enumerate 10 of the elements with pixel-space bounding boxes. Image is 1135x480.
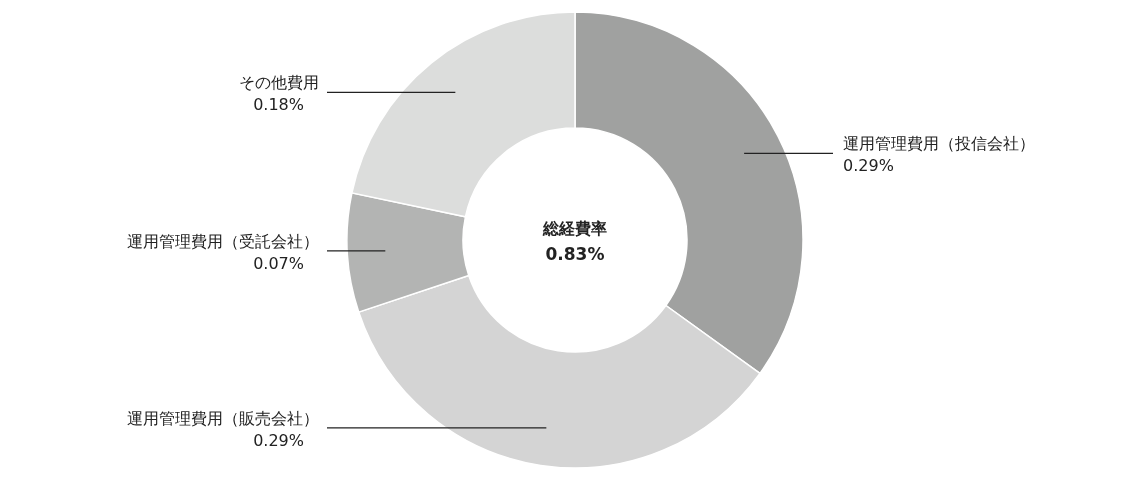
text: 0.83%: [545, 244, 605, 264]
data-label: 0.18%: [253, 95, 304, 115]
slice-label: 運用管理費用（販売会社）: [127, 408, 319, 428]
data-label: 0.07%: [253, 253, 304, 273]
slice-label: 運用管理費用（受託会社）: [127, 231, 319, 251]
text: 総経費率: [542, 219, 607, 238]
slice-label: その他費用: [239, 73, 319, 93]
slice-label: 運用管理費用（投信会社）: [843, 134, 1035, 154]
data-label: 0.29%: [253, 430, 304, 450]
data-label: 0.29%: [843, 156, 894, 176]
